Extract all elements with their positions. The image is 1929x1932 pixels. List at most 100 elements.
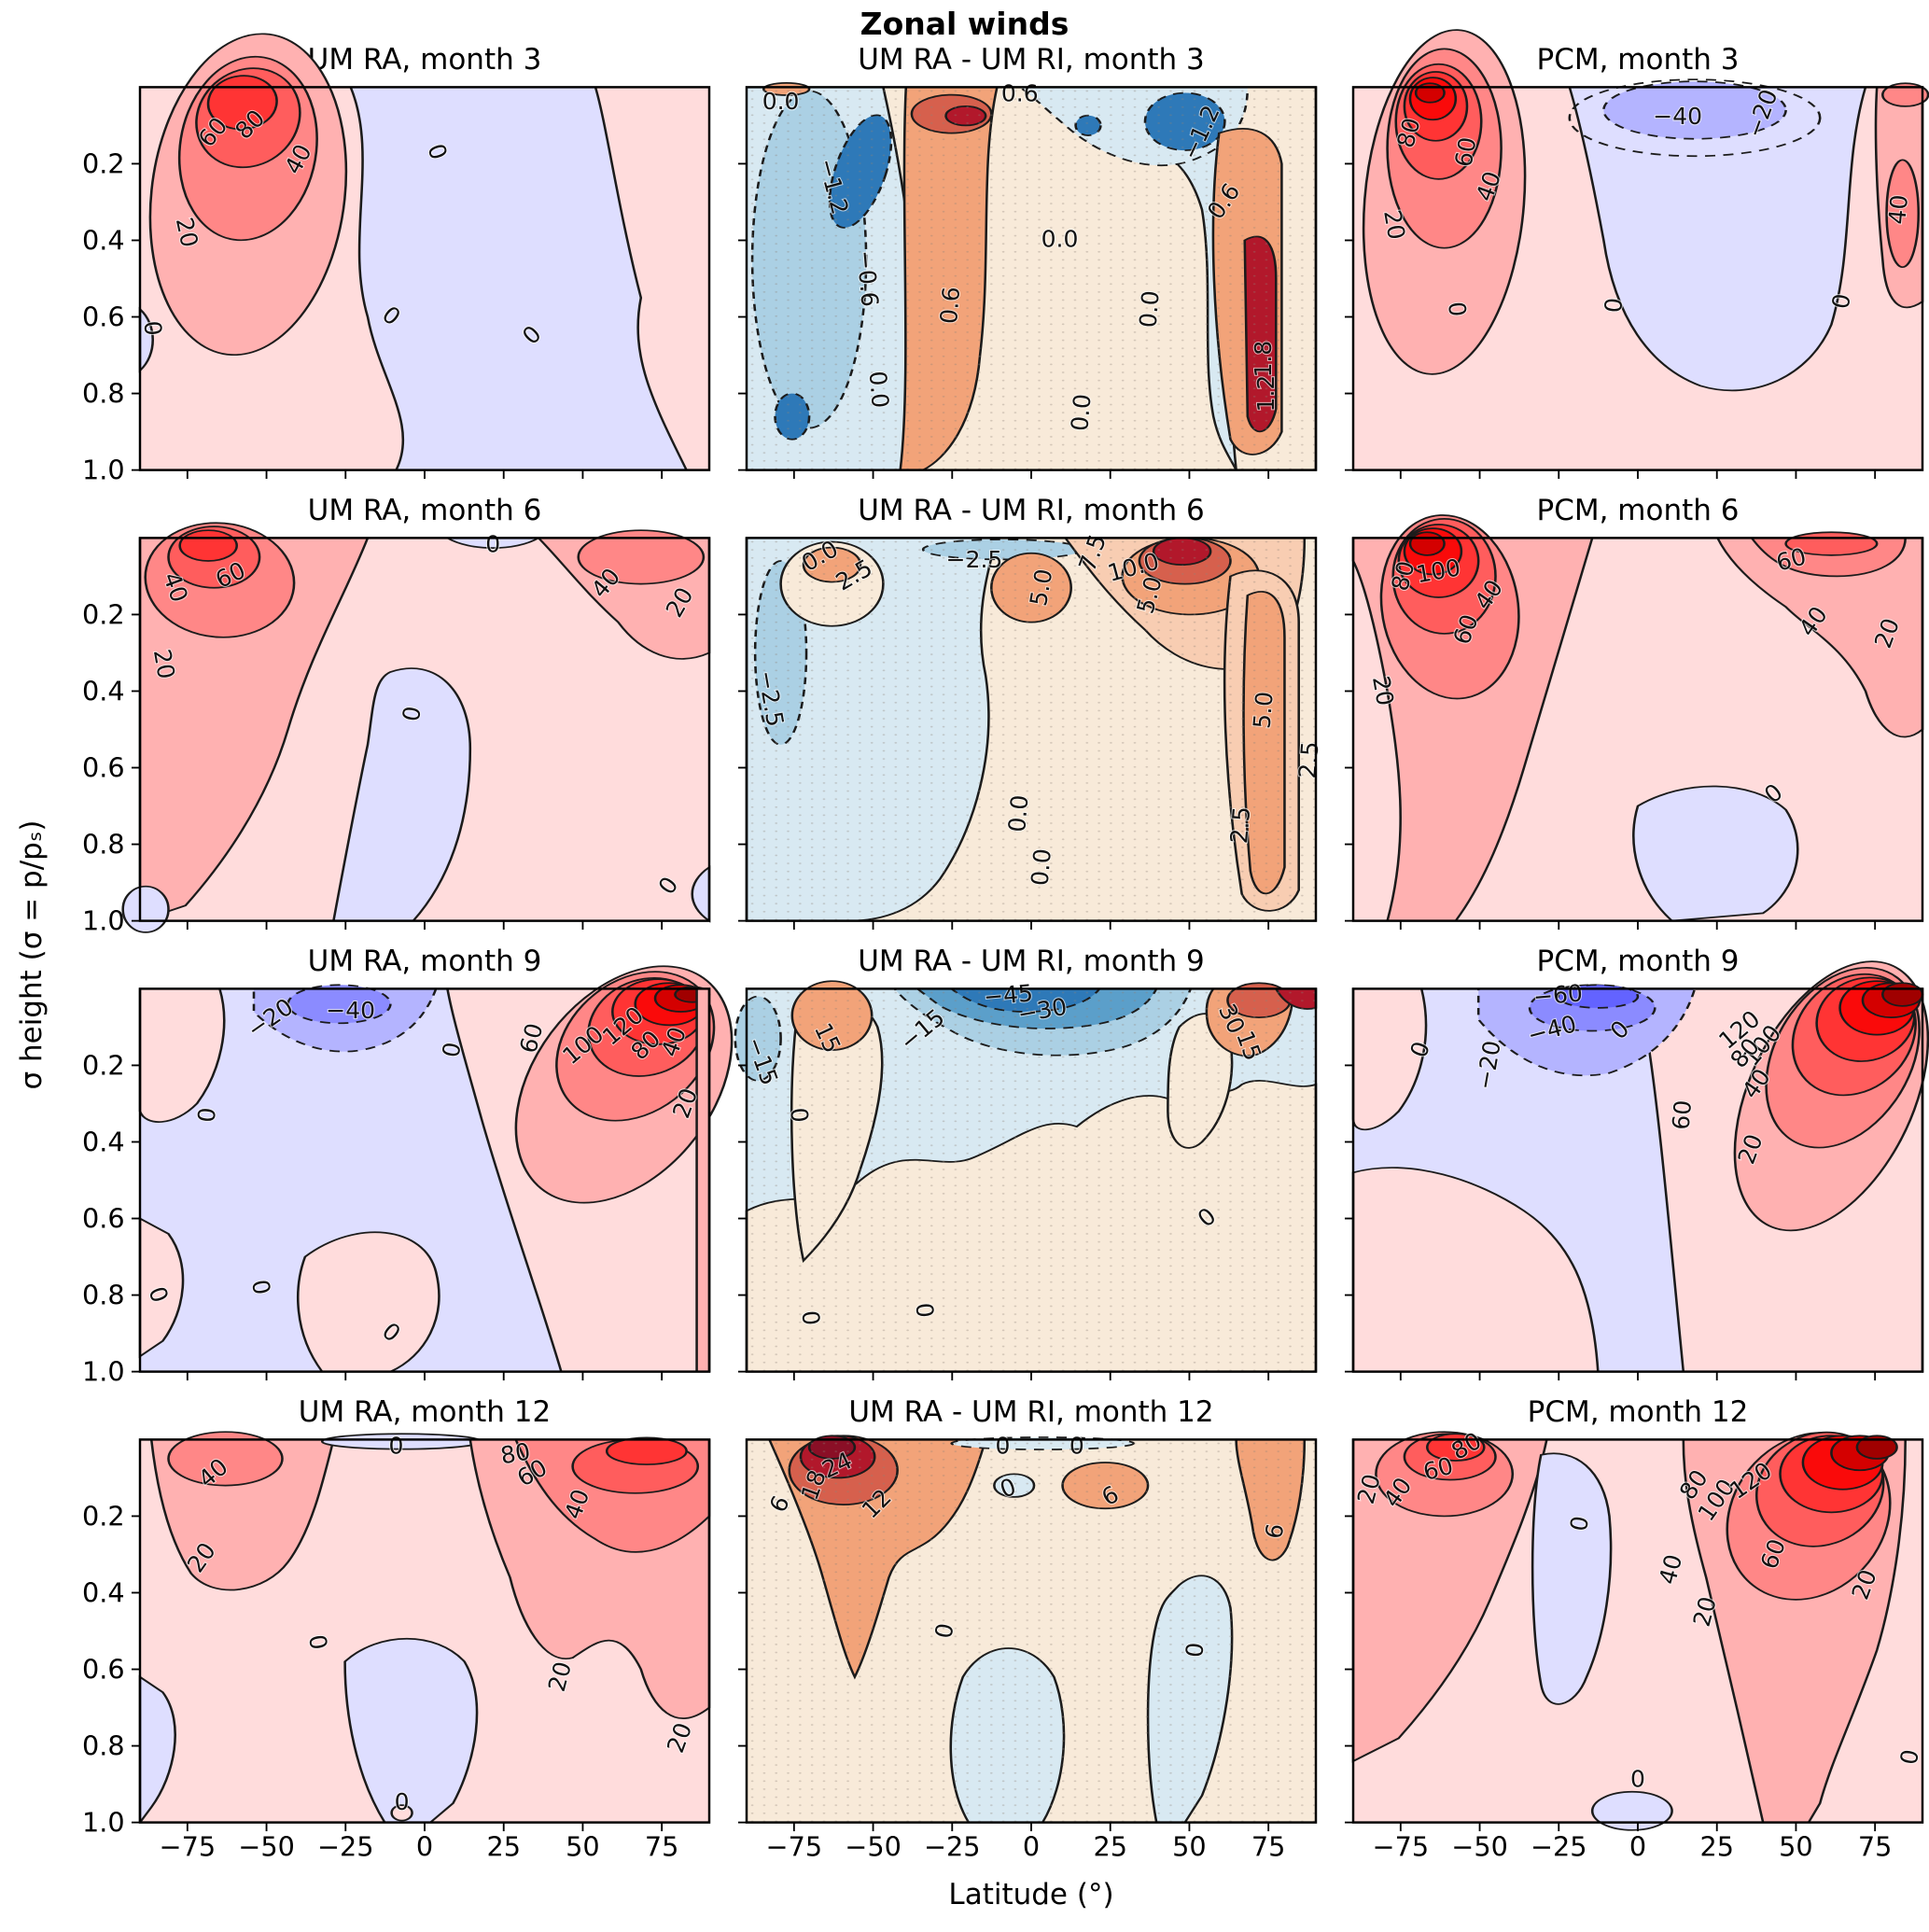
plot-border <box>138 1438 711 1824</box>
contour-region <box>1351 987 1428 1131</box>
panel-title: PCM, month 3 <box>1536 43 1740 77</box>
plot-border <box>1351 537 1924 922</box>
contour-label: 0 <box>139 320 167 337</box>
contour-label: 0.0 <box>864 370 894 409</box>
panel-title: UM RA, month 9 <box>307 945 542 978</box>
contour-label: 6 <box>1260 1521 1289 1541</box>
contour-label: 0 <box>996 1433 1011 1460</box>
plot-border <box>745 987 1318 1373</box>
contour-label: 0.0 <box>1003 794 1033 833</box>
x-tick-label: −75 <box>1373 1831 1430 1863</box>
contour-region <box>206 75 278 131</box>
stipple-overlay <box>747 1439 1316 1823</box>
x-tick-label: −50 <box>1451 1831 1508 1863</box>
y-tick-label: 1.0 <box>82 1806 125 1838</box>
contour-plot: 0.02.5 −2.5−2.55.07.510.05.05.02.50.00.02… <box>737 530 1325 931</box>
contour-label: 80 <box>498 1437 532 1469</box>
plot-border <box>138 987 711 1373</box>
contour-region <box>1590 1790 1673 1831</box>
contour-region <box>1632 785 1799 922</box>
panel-pcm-m12: PCM, month 12 20 40 60 80 0 0 80 100 120 60 40 20 20 0… <box>1344 1395 1925 1863</box>
contour-label: 0 <box>785 1106 813 1123</box>
contour-label: 0 <box>1443 301 1471 317</box>
panel-um-ra-um-ri-m6: UM RA - UM RI, month 6 0.0 2.5 −2.5 −2.5 5.0 7… <box>737 494 1325 931</box>
contour-label: 0 <box>193 1106 221 1123</box>
contour-label: 0.0 <box>1041 225 1079 252</box>
plot-border <box>745 537 1318 922</box>
y-tick-label: 1.0 <box>82 904 125 936</box>
contour-label: 1.8 <box>1250 341 1277 378</box>
y-tick-label: 0.6 <box>82 1202 125 1234</box>
panel-title: UM RA - UM RI, month 12 <box>848 1395 1214 1429</box>
y-tick-label: 0.6 <box>82 1653 125 1685</box>
panel-um-ra-um-ri-m9: UM RA - UM RI, month 9 15 −15 −15 −30 −45 30 15… <box>734 945 1318 1381</box>
contour-label: 0.0 <box>762 88 800 115</box>
contour-region <box>343 1637 479 1824</box>
x-tick-label: 25 <box>486 1831 521 1863</box>
contour-label: 0 <box>1069 1433 1084 1460</box>
contour-plot: 0.0−1.2−0.60.00.60.00.6−1.20.60.00.01.81… <box>737 79 1318 480</box>
contour-label: 60 <box>1420 1452 1456 1486</box>
contour-label: 0 <box>930 1621 958 1641</box>
y-tick-label: 0.4 <box>82 224 125 256</box>
contour-label: −40 <box>326 997 375 1024</box>
stipple-overlay <box>747 87 1316 470</box>
y-tick-label: 0.2 <box>82 598 125 630</box>
stipple-overlay <box>747 538 1316 921</box>
panel-title: PCM, month 6 <box>1536 494 1740 527</box>
x-tick-label: −50 <box>845 1831 902 1863</box>
contour-label: 0 <box>1600 297 1628 314</box>
x-tick-label: 75 <box>1858 1831 1893 1863</box>
contour-label: 0 <box>910 1302 938 1319</box>
y-tick-label: 1.0 <box>82 1355 125 1387</box>
plot-border <box>138 537 711 922</box>
contour-label: 0.0 <box>1066 393 1096 432</box>
y-tick-label: 0.6 <box>82 751 125 783</box>
contour-label: −60 <box>1532 979 1584 1010</box>
x-tick-label: 75 <box>645 1831 679 1863</box>
panel-pcm-m3: PCM, month 3 80 60 40 20 −40 −20 40 0 0 0 <box>1344 29 1929 480</box>
contour-region <box>1881 982 1924 1007</box>
contour-label: 60 <box>1667 1099 1697 1131</box>
contour-label: 2.5 <box>1293 740 1323 779</box>
panel-um-ra-m9: UM RA, month 9 −20 −40 0 60 100 120 80 40 20 0 0 0 0 0… <box>82 945 734 1387</box>
y-tick-label: 0.8 <box>82 1279 125 1310</box>
contour-region <box>1408 531 1446 556</box>
contour-region <box>167 1431 284 1487</box>
contour-region <box>296 1231 440 1373</box>
contour-label: 0 <box>437 1040 466 1059</box>
x-tick-label: −75 <box>766 1831 823 1863</box>
contour-label: 20 <box>171 215 203 249</box>
y-tick-label: 0.8 <box>82 828 125 860</box>
panel-um-ra-m12: UM RA, month 12 40 20 0 80 60 40 20 20 0 0 −75 −50 −2… <box>82 1395 711 1863</box>
contour-label: 0 <box>389 1433 404 1460</box>
panel-um-ra-um-ri-m3: UM RA - UM RI, month 3 0.0 −1.2 −0.6 0.0 0.6 0… <box>737 43 1318 480</box>
contour-region <box>695 987 711 1373</box>
plot-border <box>745 86 1318 471</box>
panel-title: PCM, month 9 <box>1536 945 1740 978</box>
y-tick-label: 0.4 <box>82 675 125 707</box>
contour-label: 20 <box>1378 208 1410 242</box>
x-tick-label: −25 <box>317 1831 374 1863</box>
x-tick-label: 0 <box>1023 1831 1040 1863</box>
x-tick-label: 50 <box>1779 1831 1813 1863</box>
y-tick-label: 0.4 <box>82 1126 125 1157</box>
contour-label: −40 <box>1653 103 1702 130</box>
contour-label: −30 <box>1015 993 1069 1029</box>
panel-um-ra-m3: UM RA, month 3 60 80 40 20 0 0 0 0 0.2 0.4 0.6 0.8 1.… <box>82 33 711 485</box>
x-axis-label: Latitude (°) <box>948 1878 1114 1911</box>
x-tick-label: 50 <box>566 1831 600 1863</box>
x-tick-label: −50 <box>238 1831 295 1863</box>
contour-label: 0 <box>303 1632 332 1652</box>
contour-label: 20 <box>148 647 180 680</box>
contour-label: 20 <box>1367 674 1399 707</box>
y-tick-label: 0.6 <box>82 301 125 332</box>
contour-region <box>1568 78 1822 158</box>
x-tick-label: −75 <box>160 1831 217 1863</box>
contour-region <box>138 1674 176 1823</box>
panel-title: UM RA - UM RI, month 6 <box>858 494 1205 527</box>
contour-region <box>178 529 238 562</box>
